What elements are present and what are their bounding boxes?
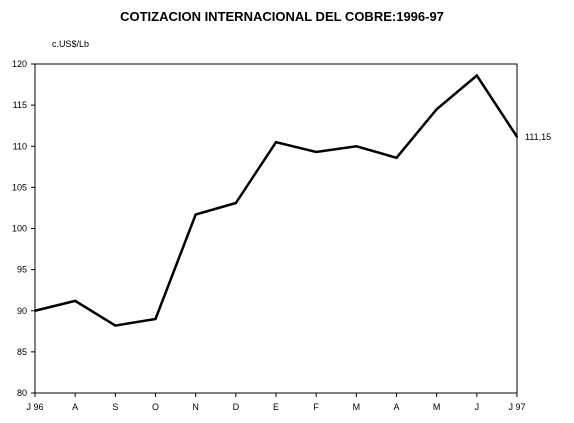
series-layer: [34, 73, 519, 327]
y-tick-label: 120: [12, 59, 27, 69]
x-tick-label: M: [353, 402, 361, 412]
data-point: [516, 135, 518, 138]
plot-area: [34, 63, 518, 394]
y-tick-label: 80: [17, 388, 27, 398]
x-tick-label: J 97: [508, 402, 525, 412]
x-tick-label: J 96: [26, 402, 43, 412]
y-tick-label: 105: [12, 182, 27, 192]
x-tick-label: E: [273, 402, 279, 412]
y-tick-label: 100: [12, 224, 27, 234]
x-tick-label: M: [433, 402, 441, 412]
x-tick-label: D: [233, 402, 240, 412]
data-point: [355, 145, 358, 148]
data-point: [194, 213, 197, 216]
data-point: [154, 317, 157, 320]
data-label: 111,15: [525, 132, 551, 142]
y-tick-label: 115: [13, 100, 27, 110]
chart-title: COTIZACION INTERNACIONAL DEL COBRE:1996-…: [120, 9, 444, 24]
data-point: [395, 156, 398, 159]
y-tick-label: 110: [13, 141, 27, 151]
data-point: [74, 299, 77, 302]
x-tick-label: A: [72, 402, 78, 412]
data-point: [34, 309, 36, 312]
y-tick-label: 85: [17, 347, 27, 357]
x-tick-label: F: [313, 402, 319, 412]
data-point: [435, 108, 438, 111]
data-point: [315, 151, 318, 154]
annotation-layer: 111,15: [525, 132, 551, 142]
y-axis: 80 85 90 95 100 105 110 115 120: [12, 59, 35, 398]
x-tick-label: A: [393, 402, 399, 412]
data-point: [475, 74, 478, 77]
y-tick-label: 90: [17, 306, 27, 316]
data-point: [275, 141, 277, 144]
y-axis-unit-label: c.US$/Lb: [52, 39, 89, 49]
x-tick-label: J: [475, 402, 480, 412]
x-axis: J 96 A S O N D E F M A M J J 97: [26, 393, 526, 412]
data-point: [234, 202, 237, 205]
y-tick-label: 95: [17, 265, 27, 275]
x-tick-label: O: [152, 402, 159, 412]
x-tick-label: S: [112, 402, 118, 412]
x-tick-label: N: [192, 402, 199, 412]
data-point: [114, 324, 117, 327]
series-line: [34, 73, 519, 327]
